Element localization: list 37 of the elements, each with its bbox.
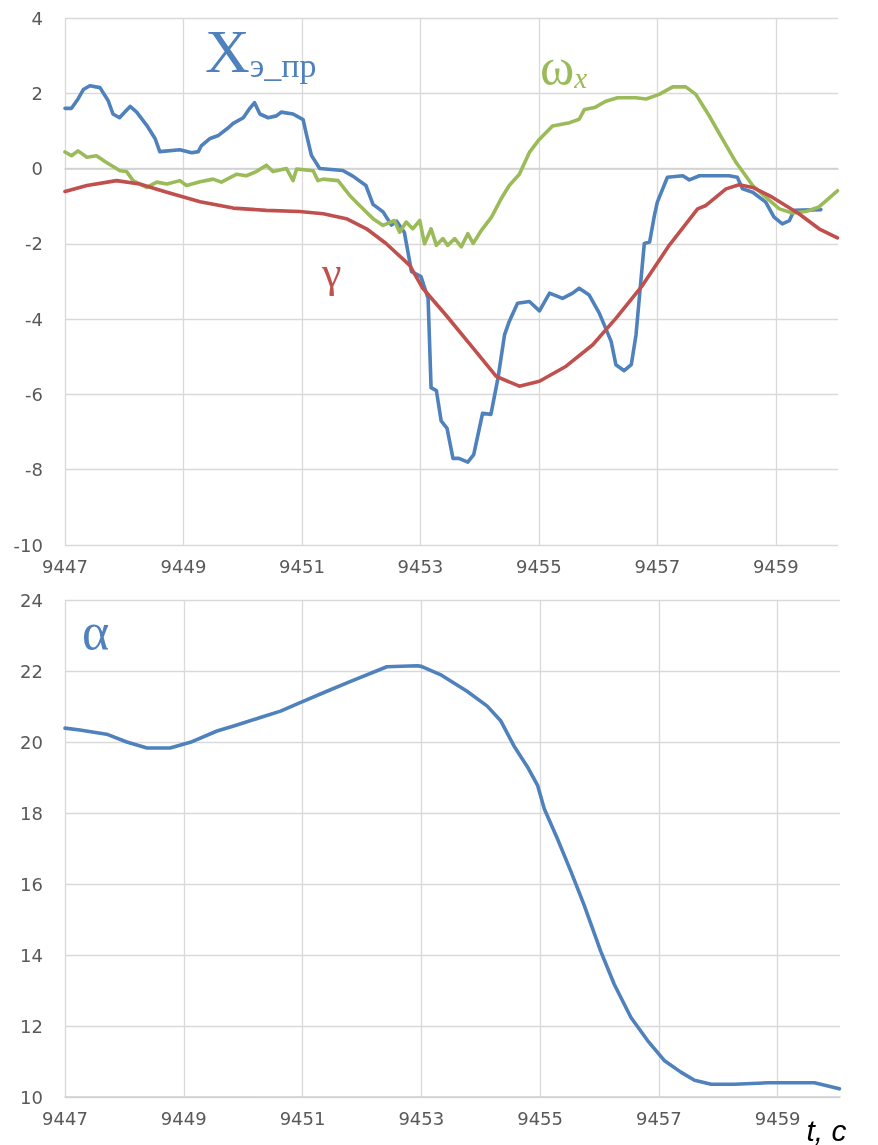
y-tick-label: 20 xyxy=(20,731,43,753)
y-tick-label: -8 xyxy=(25,459,43,481)
line-series xyxy=(63,663,842,1091)
x-tick-label: 9457 xyxy=(634,555,681,577)
x-tick-label: 9459 xyxy=(754,1107,801,1129)
x-tick-label: 9447 xyxy=(42,1107,88,1129)
x-axis-title: t, c xyxy=(806,1113,847,1145)
y-tick-label: 2 xyxy=(31,82,43,104)
y-tick-label: 18 xyxy=(20,802,43,824)
y-tick-label: 0 xyxy=(31,158,43,180)
x-tick-label: 9455 xyxy=(515,555,562,577)
y-tick-label: 14 xyxy=(20,944,43,966)
y-tick-label: 22 xyxy=(20,660,43,682)
series-label: Xэ_пр xyxy=(205,17,317,85)
y-tick-label: 16 xyxy=(20,873,43,895)
x-tick-label: 9453 xyxy=(398,1107,445,1129)
x-tick-label: 9451 xyxy=(279,555,325,577)
x-tick-label: 9457 xyxy=(635,1107,682,1129)
y-tick-label: -2 xyxy=(25,233,43,255)
x-tick-label: 9459 xyxy=(752,555,799,577)
y-tick-label: -6 xyxy=(25,383,43,405)
series-label: α xyxy=(82,602,110,660)
x-tick-label: 9455 xyxy=(517,1107,563,1129)
x-tick-label: 9449 xyxy=(160,555,207,577)
line-series xyxy=(63,178,840,388)
y-tick-label: 24 xyxy=(20,589,43,611)
series-label: γ xyxy=(321,247,342,297)
y-tick-label: 12 xyxy=(20,1015,43,1037)
y-tick-label: -4 xyxy=(25,308,43,330)
y-tick-label: 10 xyxy=(20,1086,43,1108)
y-tick-label: -10 xyxy=(13,534,43,556)
x-tick-label: 9451 xyxy=(279,1107,326,1129)
y-tick-label: 4 xyxy=(31,7,43,29)
x-tick-label: 9453 xyxy=(397,555,444,577)
x-tick-label: 9449 xyxy=(160,1107,207,1129)
x-tick-label: 9447 xyxy=(42,555,88,577)
series-label: ωx xyxy=(540,37,588,95)
